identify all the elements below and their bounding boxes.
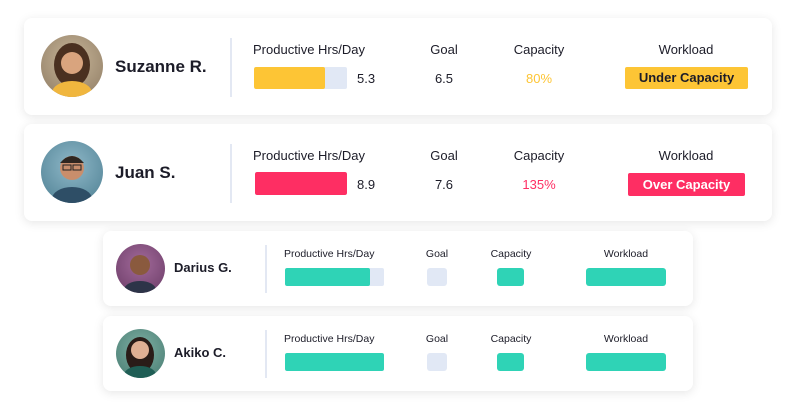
productive-hrs-value: 8.9 [357,177,376,192]
bar-fill [285,353,384,371]
avatar [116,244,165,293]
workload-label: Workload [658,148,714,163]
avatar [116,329,165,378]
workload-badge: Over Capacity [628,173,745,196]
capacity-value: 135% [522,177,556,192]
employee-name: Juan S. [115,163,176,182]
goal-label: Goal [430,42,458,57]
bar-fill [255,172,347,195]
productive-hrs-label: Productive Hrs/Day [253,148,365,163]
bar-fill [285,268,371,286]
employee-name: Akiko C. [174,345,227,360]
avatar [41,141,103,203]
goal-label: Goal [425,333,449,345]
productive-hrs-label: Productive Hrs/Day [253,42,365,57]
capacity-value: 80% [525,71,553,86]
productive-hrs-bar [285,353,384,371]
employee-name: Suzanne R. [115,57,207,76]
employee-card-akiko: Akiko C. Productive Hrs/Day Goal Capacit… [103,316,693,391]
divider [265,245,267,293]
goal-placeholder [427,268,447,286]
workload-label: Workload [658,42,714,57]
capacity-label: Capacity [513,148,565,163]
employee-card-juan: Juan S. Productive Hrs/Day Goal Capacity… [24,124,772,221]
avatar [41,35,103,97]
bar-fill [254,67,325,89]
capacity-label: Capacity [490,248,532,260]
productive-hrs-label: Productive Hrs/Day [284,248,375,260]
productive-hrs-value: 5.3 [357,71,376,86]
capacity-label: Capacity [490,333,532,345]
workload-placeholder [586,268,666,286]
goal-label: Goal [430,148,458,163]
productive-hrs-label: Productive Hrs/Day [284,333,375,345]
productive-hrs-bar [255,172,347,195]
workload-placeholder [586,353,666,371]
workload-label: Workload [603,333,649,345]
goal-value: 7.6 [434,177,454,192]
workload-label: Workload [603,248,649,260]
employee-card-darius: Darius G. Productive Hrs/Day Goal Capaci… [103,231,693,306]
employee-name: Darius G. [174,260,232,275]
capacity-placeholder [497,268,524,286]
divider [230,144,232,203]
goal-label: Goal [425,248,449,260]
goal-value: 6.5 [434,71,454,86]
divider [265,330,267,378]
productive-hrs-bar [285,268,384,286]
workload-badge: Under Capacity [625,67,748,89]
goal-placeholder [427,353,447,371]
productive-hrs-bar [254,67,347,89]
divider [230,38,232,97]
employee-card-suzanne: Suzanne R. Productive Hrs/Day Goal Capac… [24,18,772,115]
capacity-label: Capacity [513,42,565,57]
capacity-placeholder [497,353,524,371]
